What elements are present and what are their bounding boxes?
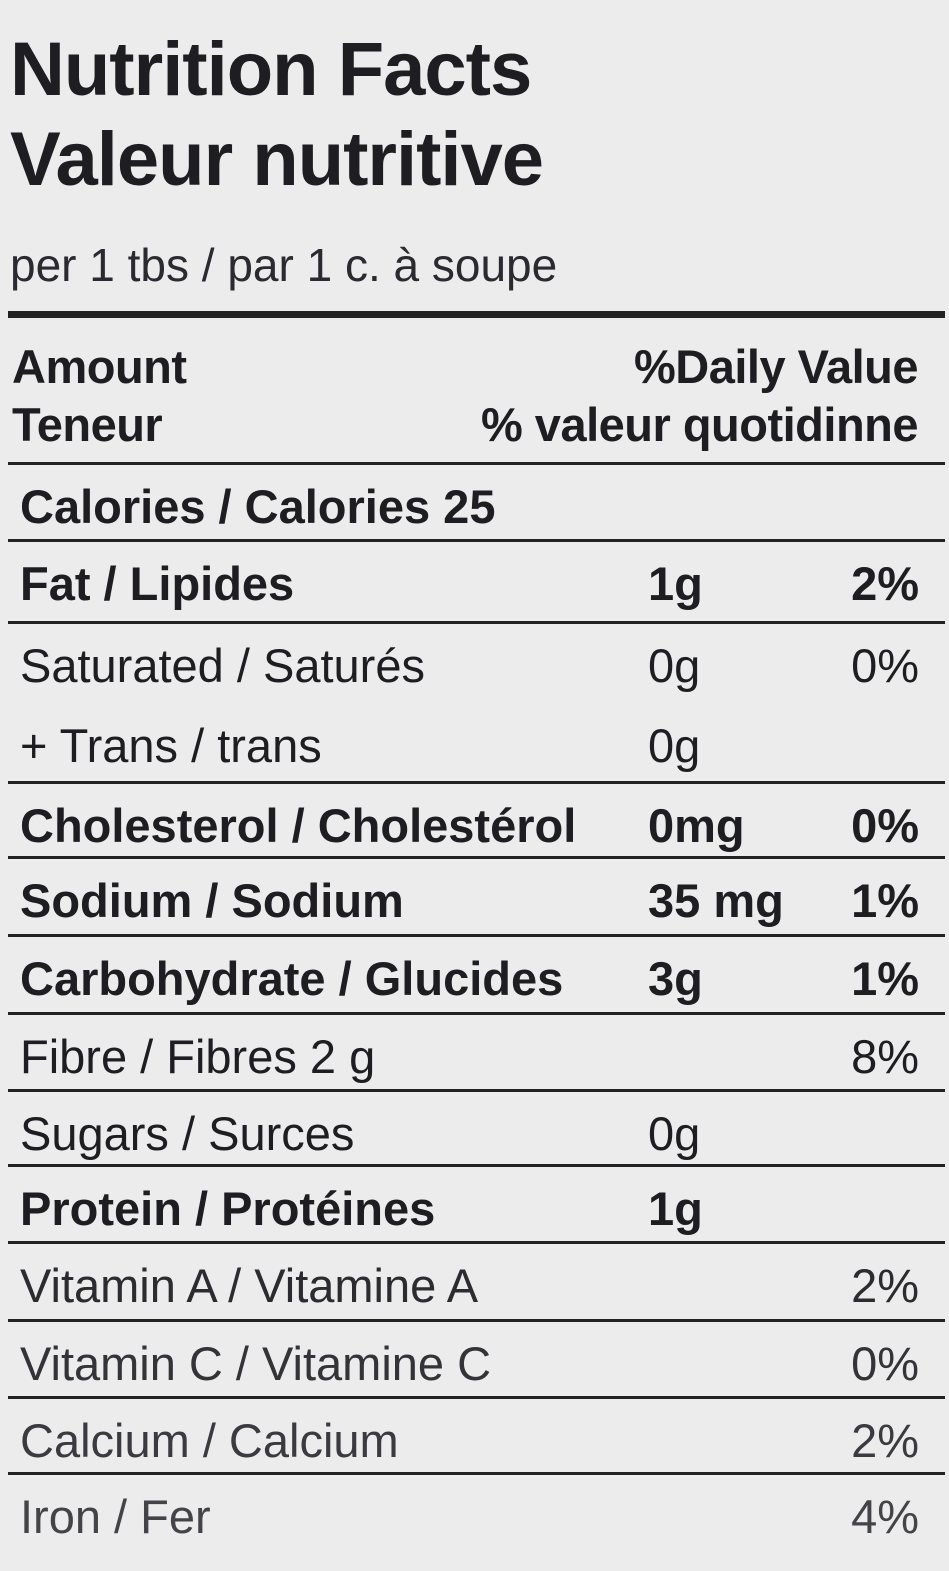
nutrient-row: Saturated / Saturés 0g 0% bbox=[20, 630, 919, 700]
nutrient-label: Vitamin A / Vitamine A bbox=[20, 1258, 479, 1312]
title-english: Nutrition Facts bbox=[10, 27, 532, 112]
nutrient-label: Calories / Calories 25 bbox=[20, 479, 496, 533]
row-divider bbox=[8, 1396, 945, 1399]
daily-value-percent: 0% bbox=[851, 798, 919, 852]
row-divider bbox=[8, 1089, 945, 1092]
nutrient-amount: 35 mg bbox=[648, 873, 784, 927]
row-divider bbox=[8, 1472, 945, 1475]
row-divider bbox=[8, 1241, 945, 1244]
nutrient-label: Fat / Lipides bbox=[20, 556, 295, 610]
row-divider bbox=[8, 1164, 945, 1167]
nutrient-row: Protein / Protéines 1g bbox=[20, 1173, 919, 1243]
nutrient-label: Sodium / Sodium bbox=[20, 873, 404, 927]
daily-value-percent: 4% bbox=[851, 1489, 919, 1543]
thick-divider bbox=[8, 311, 945, 318]
nutrient-amount: 0mg bbox=[648, 798, 745, 852]
nutrient-label: Vitamin C / Vitamine C bbox=[20, 1336, 492, 1390]
nutrient-row: Fibre / Fibres 2 g 8% bbox=[20, 1021, 919, 1091]
nutrient-amount: 1g bbox=[648, 1181, 703, 1235]
row-divider bbox=[8, 1319, 945, 1322]
nutrient-row: Carbohydrate / Glucides 3g 1% bbox=[20, 943, 919, 1013]
nutrient-row: Vitamin C / Vitamine C 0% bbox=[20, 1328, 919, 1398]
nutrient-row: Vitamin A / Vitamine A 2% bbox=[20, 1250, 919, 1320]
nutrient-row: + Trans / trans 0g bbox=[20, 710, 919, 780]
nutrient-label: Saturated / Saturés bbox=[20, 638, 425, 692]
serving-size: per 1 tbs / par 1 c. à soupe bbox=[10, 239, 558, 291]
daily-value-percent: 0% bbox=[851, 1336, 919, 1390]
amount-header-fr: Teneur bbox=[12, 398, 163, 451]
nutrient-label: Calcium / Calcium bbox=[20, 1413, 399, 1467]
daily-value-header-fr: % valeur quotidinne bbox=[480, 398, 919, 451]
nutrient-row: Sodium / Sodium 35 mg 1% bbox=[20, 865, 919, 935]
daily-value-percent: 2% bbox=[851, 556, 919, 610]
nutrient-row: Iron / Fer 4% bbox=[20, 1481, 919, 1551]
nutrient-row: Calcium / Calcium 2% bbox=[20, 1405, 919, 1475]
daily-value-percent: 2% bbox=[851, 1258, 919, 1312]
nutrient-amount: 0g bbox=[648, 718, 701, 772]
row-divider bbox=[8, 781, 945, 784]
row-divider bbox=[8, 621, 945, 624]
nutrient-amount: 0g bbox=[648, 1106, 701, 1160]
daily-value-percent: 2% bbox=[851, 1413, 919, 1467]
daily-value-percent: 0% bbox=[851, 638, 919, 692]
nutrient-row: Calories / Calories 25 bbox=[20, 471, 919, 541]
daily-value-percent: 1% bbox=[851, 951, 919, 1005]
nutrient-amount: 1g bbox=[648, 556, 703, 610]
row-divider bbox=[8, 856, 945, 859]
nutrient-label: Carbohydrate / Glucides bbox=[20, 951, 564, 1005]
daily-value-percent: 1% bbox=[851, 873, 919, 927]
nutrient-row: Sugars / Surces 0g bbox=[20, 1098, 919, 1168]
nutrient-label: + Trans / trans bbox=[20, 718, 322, 772]
nutrient-amount: 3g bbox=[648, 951, 703, 1005]
nutrient-row: Fat / Lipides 1g 2% bbox=[20, 548, 919, 618]
row-divider bbox=[8, 934, 945, 937]
nutrient-amount: 0g bbox=[648, 638, 701, 692]
nutrient-label: Sugars / Surces bbox=[20, 1106, 355, 1160]
nutrient-row: Cholesterol / Cholestérol 0mg 0% bbox=[20, 790, 919, 860]
row-divider bbox=[8, 1012, 945, 1015]
daily-value-percent: 8% bbox=[851, 1029, 919, 1083]
nutrient-label: Protein / Protéines bbox=[20, 1181, 436, 1235]
nutrient-label: Cholesterol / Cholestérol bbox=[20, 798, 577, 852]
amount-header-en: Amount bbox=[12, 340, 187, 393]
title-french: Valeur nutritive bbox=[10, 117, 544, 202]
daily-value-header-en: %Daily Value bbox=[634, 340, 919, 393]
nutrient-label: Fibre / Fibres 2 g bbox=[20, 1029, 376, 1083]
nutrient-label: Iron / Fer bbox=[20, 1489, 211, 1543]
row-divider bbox=[8, 462, 945, 465]
row-divider bbox=[8, 539, 945, 542]
